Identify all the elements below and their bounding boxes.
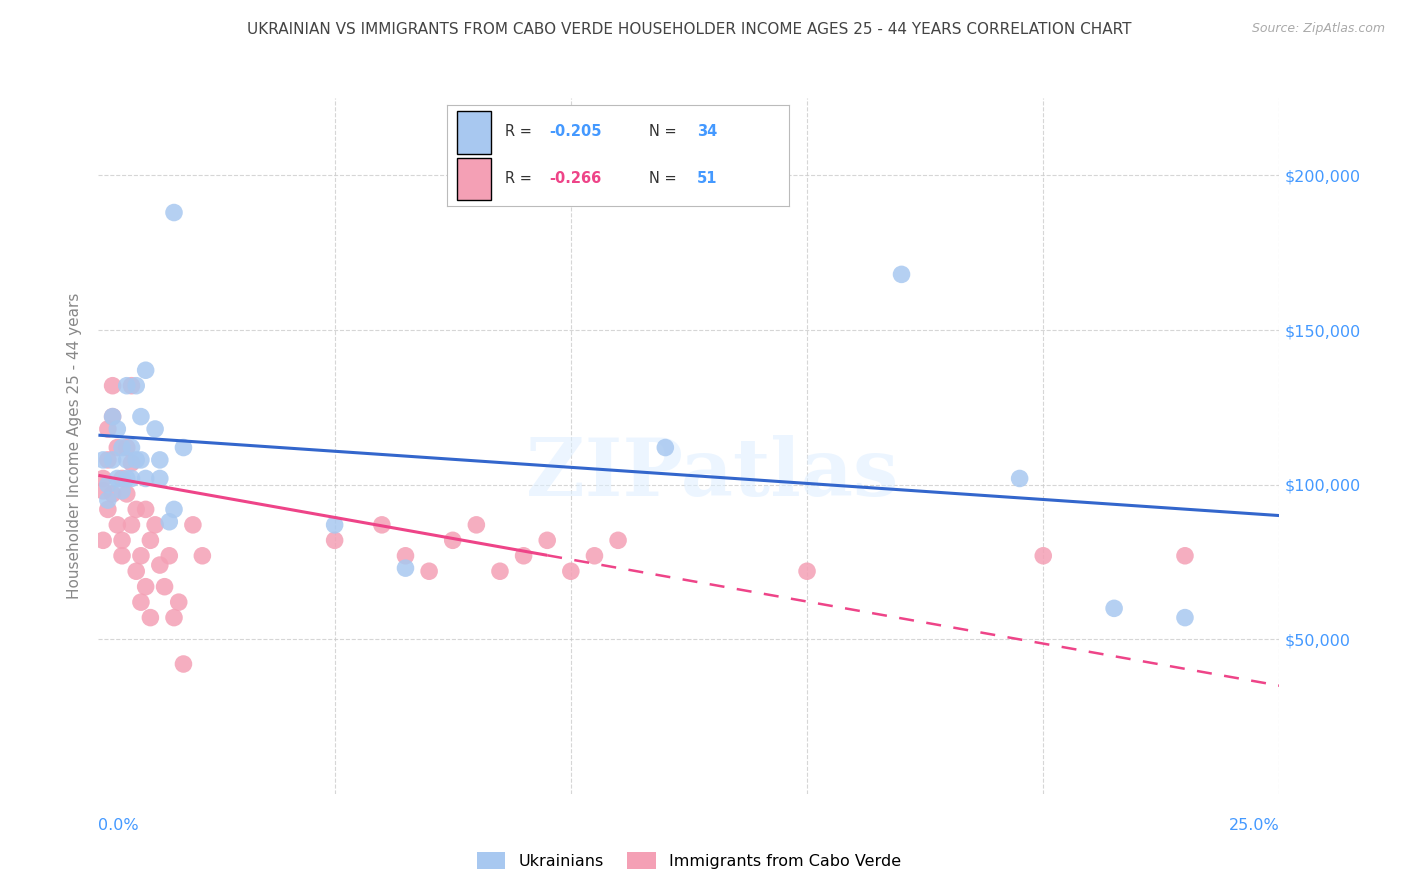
Legend: Ukrainians, Immigrants from Cabo Verde: Ukrainians, Immigrants from Cabo Verde [471,846,907,875]
Point [163,610,186,624]
Point [139,533,162,548]
Point [115,453,138,467]
Point [135,502,157,516]
Point [97,453,120,467]
Point [125,453,148,467]
Point [796,564,818,578]
Point [323,533,346,548]
Point [489,564,512,578]
Point [1174,610,1197,624]
Point [111,441,134,455]
Point [149,453,172,467]
Point [115,378,138,392]
Point [163,502,186,516]
Point [121,456,143,470]
Text: Source: ZipAtlas.com: Source: ZipAtlas.com [1251,22,1385,36]
Point [101,409,124,424]
Point [654,441,676,455]
Point [1008,471,1031,485]
Text: 25.0%: 25.0% [1229,818,1279,832]
Point [143,422,166,436]
Text: UKRAINIAN VS IMMIGRANTS FROM CABO VERDE HOUSEHOLDER INCOME AGES 25 - 44 YEARS CO: UKRAINIAN VS IMMIGRANTS FROM CABO VERDE … [246,22,1132,37]
Point [129,595,152,609]
Point [111,483,134,498]
Point [139,610,162,624]
Point [115,441,138,455]
Point [129,453,152,467]
Point [129,409,152,424]
Point [125,564,148,578]
Point [135,363,157,377]
Point [101,378,124,392]
Point [607,533,630,548]
Point [91,471,114,485]
Point [97,477,120,491]
Point [560,564,582,578]
Point [135,580,157,594]
Point [394,561,416,575]
Point [105,471,128,485]
Point [91,483,114,498]
Point [191,549,214,563]
Point [97,502,120,516]
Point [121,517,143,532]
Point [101,487,124,501]
Point [323,517,346,532]
Point [394,549,416,563]
Point [172,441,194,455]
Point [1102,601,1125,615]
Point [121,441,143,455]
Text: 0.0%: 0.0% [98,818,139,832]
Text: ZIPatlas: ZIPatlas [526,434,898,513]
Point [135,471,157,485]
Point [101,409,124,424]
Point [167,595,190,609]
Point [101,453,124,467]
Point [149,558,172,572]
Point [1174,549,1197,563]
Point [157,549,180,563]
Point [371,517,394,532]
Point [105,422,128,436]
Point [143,517,166,532]
Point [512,549,534,563]
Y-axis label: Householder Income Ages 25 - 44 years: Householder Income Ages 25 - 44 years [67,293,83,599]
Point [418,564,440,578]
Point [583,549,606,563]
Point [115,471,138,485]
Point [91,533,114,548]
Point [91,453,114,467]
Point [181,517,204,532]
Point [105,517,128,532]
Point [157,515,180,529]
Point [105,441,128,455]
Point [97,493,120,508]
Point [890,268,912,282]
Point [115,487,138,501]
Point [111,533,134,548]
Point [97,422,120,436]
Point [125,378,148,392]
Point [125,502,148,516]
Point [149,471,172,485]
Point [536,533,558,548]
Point [441,533,464,548]
Point [1032,549,1054,563]
Point [121,378,143,392]
Point [172,657,194,671]
Point [465,517,488,532]
Point [121,471,143,485]
Point [153,580,176,594]
Point [111,549,134,563]
Point [111,471,134,485]
Point [129,549,152,563]
Point [163,205,186,219]
